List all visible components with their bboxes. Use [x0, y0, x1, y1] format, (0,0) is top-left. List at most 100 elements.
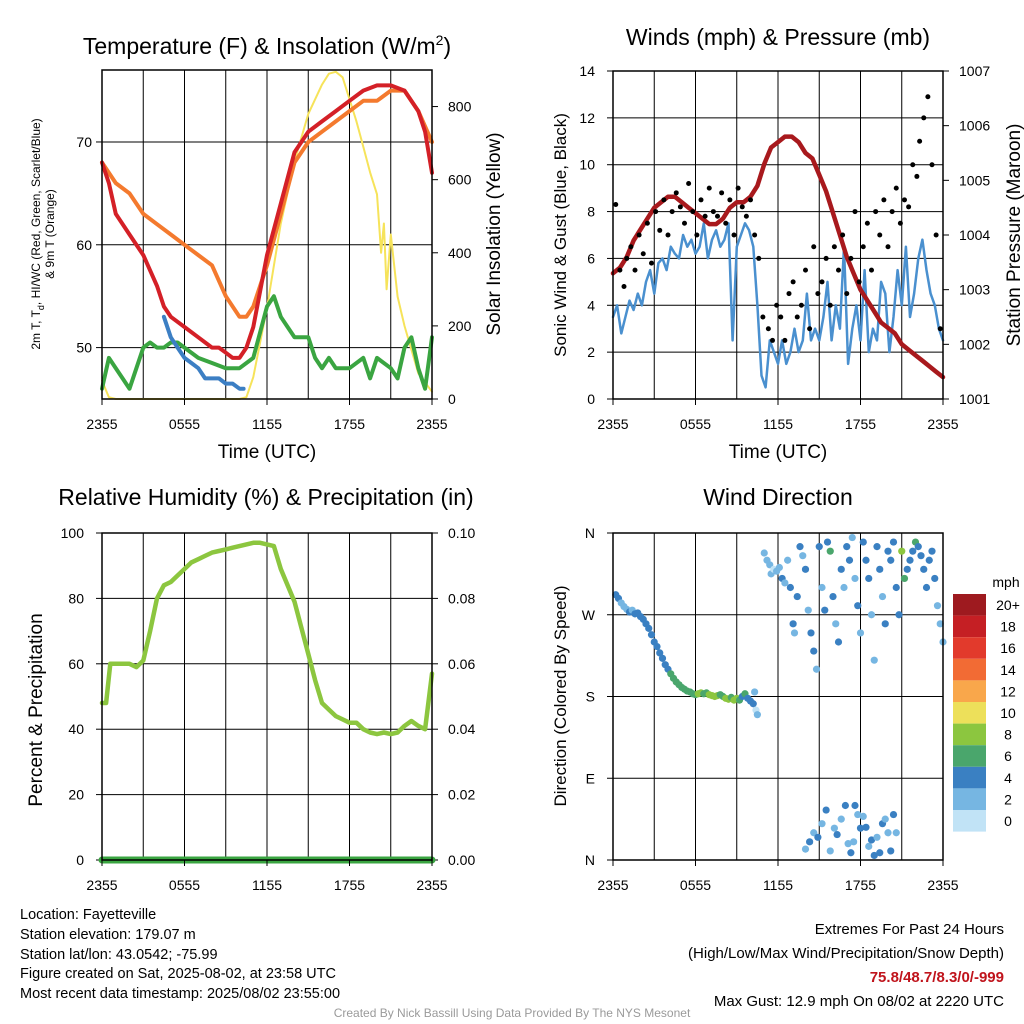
gust-point — [869, 267, 874, 273]
direction-point — [859, 538, 867, 546]
gust-point — [873, 209, 879, 215]
y2-tick-label: 0.06 — [448, 656, 475, 672]
gust-point — [819, 279, 825, 285]
direction-point — [895, 611, 903, 619]
direction-point — [826, 547, 834, 555]
y2-tick-label: 1005 — [959, 172, 990, 188]
direction-point — [892, 829, 900, 837]
direction-point — [850, 838, 858, 846]
x-tick-label: 1755 — [845, 877, 876, 893]
chart-title: Wind Direction — [703, 484, 853, 510]
direction-point — [801, 565, 810, 573]
gust-point — [719, 190, 725, 196]
legend-swatch — [953, 810, 986, 832]
x-tick-label: 0555 — [680, 416, 711, 432]
direction-point — [832, 620, 840, 628]
direction-point — [933, 602, 942, 610]
y2-tick-label: 0.04 — [448, 721, 475, 737]
y2-tick-label: 0.02 — [448, 787, 475, 803]
direction-point — [859, 812, 867, 821]
direction-point — [920, 565, 928, 573]
gust-point — [921, 115, 927, 121]
y2-axis-label: Station Pressure (Maroon) — [1004, 124, 1024, 347]
x-tick-label: 1155 — [763, 877, 793, 893]
y-tick-label: S — [586, 689, 595, 705]
direction-point — [804, 606, 812, 614]
y-tick-label: 100 — [61, 525, 85, 541]
gust-point — [698, 197, 704, 203]
gust-point — [677, 204, 683, 210]
direction-point — [876, 849, 884, 857]
direction-point — [909, 547, 917, 555]
gust-point — [831, 244, 837, 250]
location-text: Location: Fayetteville — [20, 907, 157, 923]
latlon-text: Station lat/lon: 43.0542; -75.99 — [20, 946, 218, 963]
gust-point — [743, 213, 749, 219]
credit-text: Created By Nick Bassill Using Data Provi… — [333, 1006, 691, 1020]
y2-tick-label: 1003 — [959, 282, 990, 298]
gust-point — [673, 190, 679, 196]
gust-point — [649, 260, 654, 266]
legend-swatch — [953, 680, 986, 702]
x-tick-label: 1155 — [252, 877, 282, 893]
direction-point — [821, 606, 829, 614]
direction-point — [799, 552, 807, 560]
direction-point — [867, 836, 876, 844]
direction-point — [887, 556, 895, 564]
direction-point — [878, 592, 887, 601]
direction-point — [830, 824, 838, 832]
direction-point — [815, 543, 823, 551]
direction-point — [856, 629, 865, 637]
x-tick-label: 0555 — [169, 416, 200, 432]
direction-point — [862, 556, 870, 564]
y2-tick-label: 1007 — [959, 63, 990, 79]
gust-point — [613, 202, 619, 208]
direction-point — [873, 833, 881, 841]
gust-point — [807, 326, 813, 332]
gust-point — [690, 209, 696, 215]
y-tick-label: 12 — [579, 110, 595, 126]
direction-point — [829, 592, 837, 601]
series-temp-2m-red — [100, 83, 434, 360]
direction-point — [823, 538, 832, 546]
legend-label: 16 — [1000, 640, 1016, 656]
y-tick-label: 80 — [68, 590, 84, 606]
series-wind-speed-blue — [611, 222, 945, 389]
speed-legend: mph 20+ 18 16 14 12 10 8 6 4 2 0 — [953, 574, 1020, 832]
series-dewpoint-green — [100, 294, 434, 391]
direction-point — [851, 801, 859, 810]
gust-point — [756, 255, 762, 261]
gust-point — [778, 314, 784, 320]
y-tick-label: N — [585, 852, 595, 868]
y2-tick-label: 0.08 — [448, 590, 475, 606]
direction-point — [843, 543, 851, 551]
gust-point — [686, 180, 692, 186]
x-axis-label: Time (UTC) — [729, 442, 828, 463]
max-gust-text: Max Gust: 12.9 mph On 08/02 at 2220 UTC — [713, 993, 1004, 1010]
legend-swatch — [953, 788, 986, 810]
direction-point — [789, 620, 797, 628]
gust-point — [864, 220, 870, 226]
direction-point — [656, 649, 664, 657]
direction-point — [903, 565, 911, 573]
x-axis-label: Time (UTC) — [218, 442, 317, 463]
direction-point — [925, 556, 933, 564]
y2-tick-label: 0.10 — [448, 525, 475, 541]
gust-point — [844, 291, 850, 297]
gust-point — [848, 255, 854, 261]
legend-swatch — [953, 702, 986, 724]
y-tick-label: E — [586, 770, 595, 786]
gust-point — [917, 138, 923, 144]
gust-point — [727, 197, 733, 203]
gust-point — [893, 185, 899, 191]
direction-point — [834, 638, 843, 646]
extremes-box: Extremes For Past 24 Hours (High/Low/Max… — [688, 918, 1004, 1014]
direction-point — [898, 547, 906, 555]
y-tick-label: 8 — [587, 204, 595, 220]
direction-point — [922, 583, 931, 592]
gust-point — [794, 314, 800, 320]
gust-point — [628, 244, 634, 250]
direction-point — [653, 642, 661, 651]
legend-swatch — [953, 615, 986, 638]
